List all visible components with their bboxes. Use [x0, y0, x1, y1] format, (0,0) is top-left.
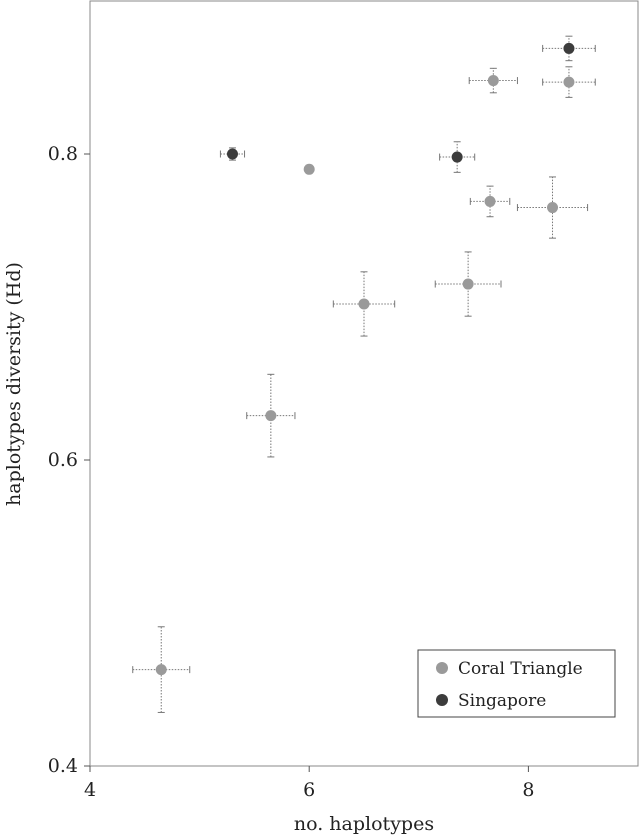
data-point-coral-triangle	[303, 163, 315, 175]
data-point-singapore	[563, 42, 575, 54]
legend: Coral Triangle Singapore	[417, 649, 616, 718]
x-tick-label: 4	[84, 779, 96, 801]
x-axis-label: no. haplotypes	[294, 813, 434, 835]
data-point-coral-triangle	[155, 664, 167, 676]
data-point-coral-triangle	[484, 195, 496, 207]
y-tick-label: 0.4	[48, 755, 78, 777]
x-tick-label: 8	[522, 779, 534, 801]
plot-frame	[89, 0, 639, 767]
data-point-coral-triangle	[547, 202, 559, 214]
y-axis-label: haplotypes diversity (Hd)	[3, 262, 25, 506]
data-point-coral-triangle	[563, 76, 575, 88]
data-point-singapore	[226, 148, 238, 160]
y-tick-label: 0.8	[48, 143, 78, 165]
legend-marker-singapore	[436, 694, 448, 706]
legend-box	[417, 649, 616, 718]
legend-label-coral-triangle: Coral Triangle	[458, 659, 583, 679]
data-point-coral-triangle	[462, 278, 474, 290]
axis-ticks: 4 6 8 0.4 0.6 0.8	[48, 143, 535, 801]
legend-marker-coral-triangle	[436, 662, 448, 674]
data-point-coral-triangle	[358, 298, 370, 310]
data-points	[155, 42, 575, 676]
error-bars	[132, 35, 596, 713]
legend-label-singapore: Singapore	[458, 691, 546, 711]
data-point-coral-triangle	[265, 410, 277, 422]
data-point-singapore	[451, 151, 463, 163]
y-tick-label: 0.6	[48, 449, 78, 471]
x-tick-label: 6	[303, 779, 315, 801]
data-point-coral-triangle	[487, 75, 499, 87]
